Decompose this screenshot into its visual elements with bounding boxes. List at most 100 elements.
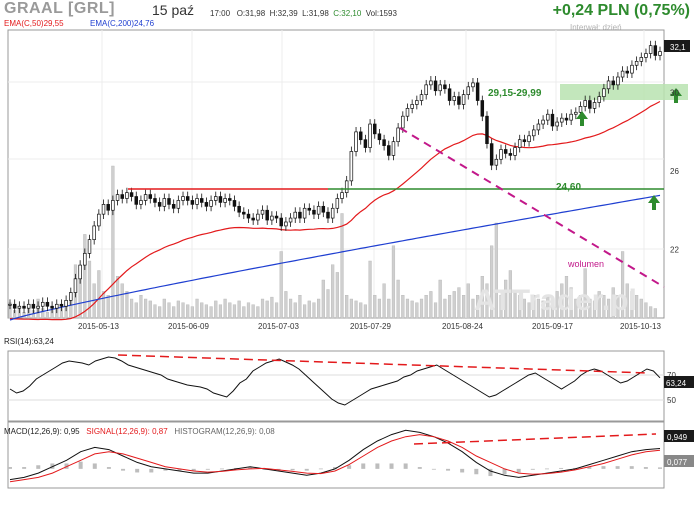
candle-body bbox=[321, 205, 326, 213]
volume-bar bbox=[176, 300, 180, 319]
volume-bar bbox=[312, 302, 316, 319]
histogram-value-badge bbox=[664, 455, 694, 467]
volume-bar bbox=[120, 283, 124, 319]
candle-body bbox=[171, 204, 176, 209]
histogram-bar bbox=[502, 468, 507, 475]
up-arrow-icon bbox=[576, 88, 682, 210]
candle-body bbox=[8, 303, 12, 306]
histogram-bar bbox=[643, 467, 648, 469]
histogram-bar bbox=[516, 468, 521, 473]
volume-bar bbox=[649, 306, 653, 319]
histogram-bar bbox=[248, 467, 253, 469]
histogram-bar bbox=[375, 463, 380, 469]
volume-bar bbox=[616, 295, 620, 319]
volume-bar bbox=[564, 276, 569, 319]
candle-body bbox=[508, 153, 513, 156]
histogram-bar bbox=[106, 467, 111, 469]
candles bbox=[8, 40, 662, 314]
candle-body bbox=[293, 211, 297, 219]
quote-time: 17:00 bbox=[210, 9, 231, 18]
histogram-bar bbox=[658, 467, 662, 469]
candle-body bbox=[522, 139, 527, 143]
candle-body bbox=[373, 123, 377, 135]
candle-body bbox=[134, 196, 139, 205]
volume-bar bbox=[424, 295, 428, 319]
candle-body bbox=[237, 205, 241, 213]
rsi-tick-70: 70 bbox=[667, 371, 676, 380]
volume-bar bbox=[190, 306, 194, 319]
candle-body bbox=[499, 149, 503, 160]
candle-body bbox=[354, 131, 358, 152]
ema-lines bbox=[9, 100, 661, 321]
volume-bar bbox=[293, 302, 297, 319]
volume-trend-line bbox=[399, 127, 665, 288]
candle-body bbox=[129, 192, 134, 197]
candle-body bbox=[583, 100, 587, 107]
volume-bar bbox=[251, 304, 255, 319]
volume-bar bbox=[438, 279, 442, 319]
volume-bar bbox=[167, 302, 171, 319]
candle-body bbox=[620, 70, 625, 78]
volume-bar bbox=[115, 276, 120, 319]
candle-body bbox=[45, 301, 50, 307]
candle-body bbox=[78, 264, 82, 280]
rsi-tick-50: 50 bbox=[667, 396, 676, 405]
x-tick-label: 2015-08-24 bbox=[442, 322, 483, 331]
candle-body bbox=[340, 192, 344, 199]
candle-body bbox=[564, 117, 569, 121]
ema50-line bbox=[9, 100, 661, 321]
volume-bar bbox=[153, 304, 157, 319]
main-axis: 2015-05-13 2015-06-09 2015-07-03 2015-07-29… bbox=[78, 89, 679, 331]
macd-series-label: MACD(12,26,9): 0,95 bbox=[4, 427, 80, 436]
histogram-bar bbox=[22, 467, 27, 469]
candle-body bbox=[396, 127, 400, 143]
volume-bar bbox=[148, 300, 152, 319]
candle-body bbox=[429, 80, 433, 86]
histogram-bar bbox=[431, 468, 436, 470]
volume-bar bbox=[457, 287, 461, 319]
candle-body bbox=[368, 123, 372, 148]
candle-body bbox=[433, 80, 438, 92]
candle-body bbox=[31, 303, 36, 309]
candle-body bbox=[265, 209, 269, 221]
candle-body bbox=[17, 305, 22, 309]
volume-bar bbox=[134, 302, 138, 319]
volume-bar bbox=[583, 268, 587, 319]
volume-bar bbox=[298, 295, 302, 319]
macd-value-label: 0,949 bbox=[667, 433, 688, 442]
volume-bar bbox=[186, 304, 190, 319]
candle-body bbox=[438, 84, 442, 92]
volume-bar bbox=[602, 295, 606, 319]
low-value: L:31,98 bbox=[302, 9, 329, 18]
volume-bar bbox=[223, 298, 227, 319]
histogram-bar bbox=[488, 468, 493, 477]
volume-bar bbox=[335, 272, 339, 319]
ema50-legend: EMA(C,50)29,55 bbox=[4, 19, 64, 28]
candle-body bbox=[644, 53, 648, 58]
annotations: 24,60 29,15-29,99 wolumen bbox=[128, 88, 682, 288]
candle-body bbox=[419, 94, 424, 101]
histogram-bar bbox=[615, 466, 620, 469]
volume-bar bbox=[158, 306, 162, 319]
histogram-bar bbox=[149, 468, 154, 473]
candle-body bbox=[634, 60, 639, 66]
volume-bar bbox=[237, 300, 241, 319]
last-price-label: 32,1 bbox=[670, 43, 686, 52]
volume-bar bbox=[129, 298, 134, 319]
candle-body bbox=[97, 213, 101, 227]
volume-bar bbox=[195, 298, 199, 319]
rsi-trend-line bbox=[117, 354, 649, 374]
candle-body bbox=[648, 45, 653, 54]
candle-body bbox=[125, 192, 129, 199]
candle-body bbox=[204, 202, 209, 207]
x-tick-label: 2015-10-13 bbox=[620, 322, 661, 331]
candle-body bbox=[625, 70, 630, 74]
histogram-bar bbox=[290, 468, 295, 471]
volume-bar bbox=[101, 291, 106, 319]
volume-bar bbox=[377, 298, 382, 319]
candle-body bbox=[630, 64, 634, 74]
candle-body bbox=[443, 84, 447, 90]
volume-bar bbox=[452, 291, 456, 319]
support-label: 24,60 bbox=[556, 182, 581, 193]
